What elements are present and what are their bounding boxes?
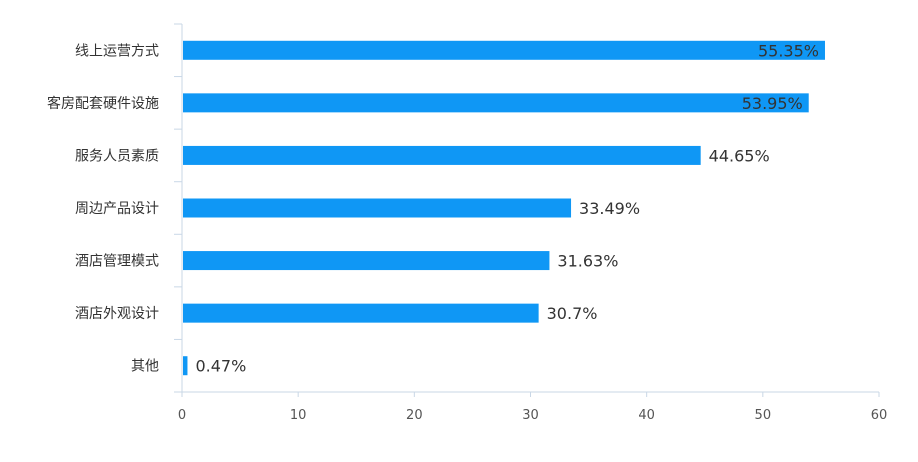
data-label: 30.7%: [547, 304, 598, 323]
x-tick-label: 0: [178, 408, 186, 423]
category-label: 周边产品设计: [75, 201, 159, 217]
bar: [183, 303, 539, 323]
axes: [174, 23, 880, 397]
bar: [183, 40, 825, 60]
category-label: 线上运营方式: [75, 43, 159, 59]
bar: [183, 356, 188, 376]
data-label: 53.95%: [742, 94, 803, 113]
bar: [183, 251, 550, 271]
category-label: 客房配套硬件设施: [47, 95, 159, 112]
data-label: 0.47%: [195, 357, 246, 376]
x-tick-label: 40: [638, 408, 655, 423]
category-label: 服务人员素质: [75, 148, 159, 164]
x-tick-label: 30: [522, 408, 539, 423]
bars: [183, 40, 825, 376]
x-tick-label: 60: [871, 408, 888, 423]
data-label: 55.35%: [758, 41, 819, 60]
x-tick-label: 10: [290, 408, 307, 423]
category-label: 酒店外观设计: [75, 306, 159, 322]
data-label: 33.49%: [579, 199, 640, 218]
bar: [183, 198, 572, 218]
data-label: 31.63%: [557, 252, 618, 271]
x-tick-label: 20: [406, 408, 423, 423]
bar: [183, 93, 809, 113]
bar: [183, 145, 701, 165]
data-label: 44.65%: [709, 146, 770, 165]
category-label: 酒店管理模式: [75, 254, 159, 270]
x-tick-label: 50: [755, 408, 772, 423]
category-label: 其他: [131, 359, 159, 375]
labels: 0 10 20 30 40 50 60 线上运营方式 55.35% 客房配套硬件设施 53.95% 服…: [47, 41, 887, 423]
